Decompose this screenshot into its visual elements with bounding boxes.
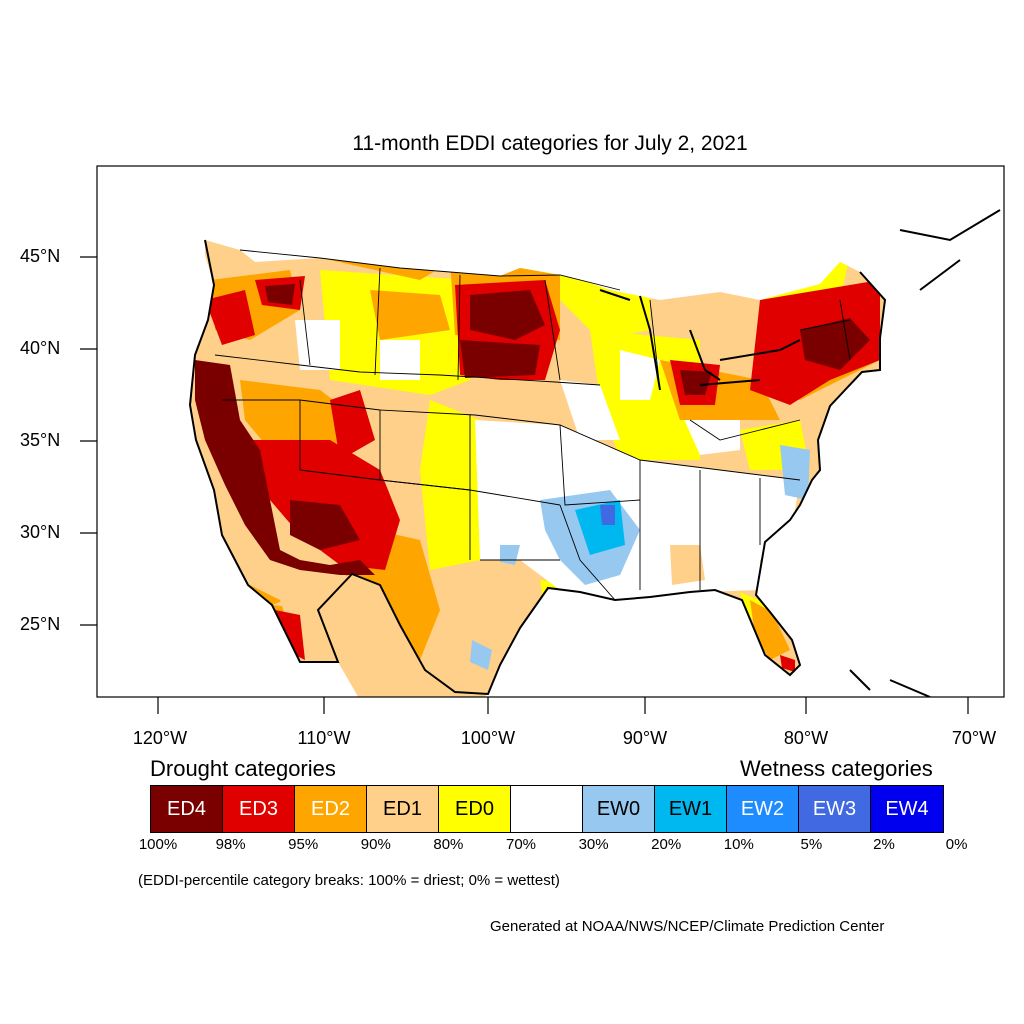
drought-heading: Drought categories (150, 756, 336, 781)
lat-label-35: 35°N (20, 430, 61, 450)
drought-field (190, 240, 885, 697)
axis-ticks (80, 256, 969, 714)
legend-swatch-ed3: ED3 (223, 786, 295, 832)
category-legend: ED4 ED3 ED2 ED1 ED0 EW0 EW1 EW2 EW3 EW4 (150, 785, 944, 833)
legend-swatch-ed4: ED4 (151, 786, 223, 832)
lat-label-30: 30°N (20, 522, 61, 542)
lon-label-100: 100°W (460, 728, 516, 748)
lon-label-80: 80°W (783, 728, 829, 748)
lat-label-45: 45°N (20, 246, 61, 266)
lon-label-90: 90°W (622, 728, 668, 748)
legend-swatch-ew0: EW0 (583, 786, 655, 832)
state-borders (214, 249, 851, 601)
legend-swatch-ew3: EW3 (799, 786, 871, 832)
wetness-heading: Wetness categories (740, 756, 933, 781)
percentile-label: 90% (360, 836, 391, 853)
percentile-label: 0% (945, 836, 968, 853)
legend-swatch-ew1: EW1 (655, 786, 727, 832)
legend-swatch-ed0: ED0 (439, 786, 511, 832)
legend-swatch-ed2: ED2 (295, 786, 367, 832)
map-title: 11-month EDDI categories for July 2, 202… (352, 132, 748, 155)
percentile-label: 2% (873, 836, 895, 853)
percentile-label: 10% (723, 836, 754, 853)
percentile-label: 30% (578, 836, 609, 853)
percentile-label: 98% (215, 836, 246, 853)
credit-line: Generated at NOAA/NWS/NCEP/Climate Predi… (490, 918, 885, 935)
lat-label-40: 40°N (20, 338, 61, 358)
legend-swatch-neutral (511, 786, 583, 832)
percentile-label: 95% (288, 836, 319, 853)
map-frame (96, 165, 1005, 698)
percentile-label: 100% (138, 836, 178, 853)
percentile-label: 80% (433, 836, 464, 853)
legend-swatch-ew2: EW2 (727, 786, 799, 832)
lat-label-25: 25°N (20, 614, 61, 634)
lon-label-110: 110°W (297, 728, 351, 748)
lon-label-70: 70°W (951, 728, 997, 748)
breaks-note: (EDDI-percentile category breaks: 100% =… (138, 872, 560, 889)
percentile-label: 20% (651, 836, 682, 853)
legend-swatch-ed1: ED1 (367, 786, 439, 832)
percentile-label: 70% (505, 836, 537, 853)
percentile-label: 5% (800, 836, 823, 853)
lon-label-120: 120°W (132, 728, 188, 748)
legend-swatch-ew4: EW4 (871, 786, 943, 832)
